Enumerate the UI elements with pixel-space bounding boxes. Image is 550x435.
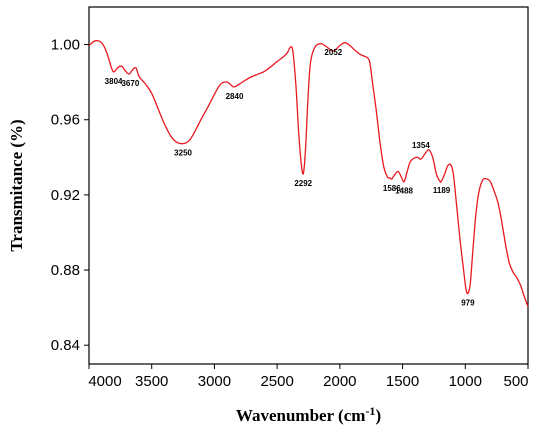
x-tick-label: 4000 <box>88 373 121 390</box>
peak-label: 2840 <box>226 92 244 101</box>
x-tick-label: 2000 <box>323 373 356 390</box>
peak-label: 3804 <box>105 77 123 86</box>
spectrum-line <box>88 40 529 307</box>
x-tick-label: 2500 <box>260 373 293 390</box>
y-axis-ticks: 1.00 0.96 0.92 0.88 0.84 <box>51 37 89 354</box>
y-tick-label: 0.96 <box>51 112 80 129</box>
x-tick-label: 1000 <box>449 373 482 390</box>
x-tick-label: 500 <box>503 373 528 390</box>
peak-label: 2292 <box>294 179 312 188</box>
x-axis-title-main: Wavenumber (cm <box>236 406 366 425</box>
peak-label: 979 <box>461 299 475 308</box>
x-tick-label: 1500 <box>386 373 419 390</box>
peak-label: 2052 <box>324 48 342 57</box>
peak-label: 1189 <box>433 186 451 195</box>
y-tick-label: 0.92 <box>51 187 80 204</box>
peak-label: 1586 <box>383 184 401 193</box>
peak-label: 3670 <box>121 79 139 88</box>
x-tick-label: 3500 <box>135 373 168 390</box>
y-tick-label: 1.00 <box>51 37 80 54</box>
y-axis-title: Transmitance (%) <box>7 119 26 251</box>
peak-label: 3250 <box>174 149 192 158</box>
x-axis-title: Wavenumber (cm-1) <box>236 404 381 425</box>
peak-label: 1488 <box>395 187 413 196</box>
y-tick-label: 0.84 <box>51 337 80 354</box>
x-axis-title-superscript: -1 <box>365 404 375 418</box>
peak-label: 1354 <box>412 141 430 150</box>
x-axis-ticks: 4000 3500 3000 2500 2000 1500 1000 500 <box>88 364 529 390</box>
x-tick-label: 3000 <box>198 373 231 390</box>
x-axis-title-close: ) <box>375 406 381 425</box>
y-tick-label: 0.88 <box>51 262 80 279</box>
plot-frame <box>88 6 529 365</box>
